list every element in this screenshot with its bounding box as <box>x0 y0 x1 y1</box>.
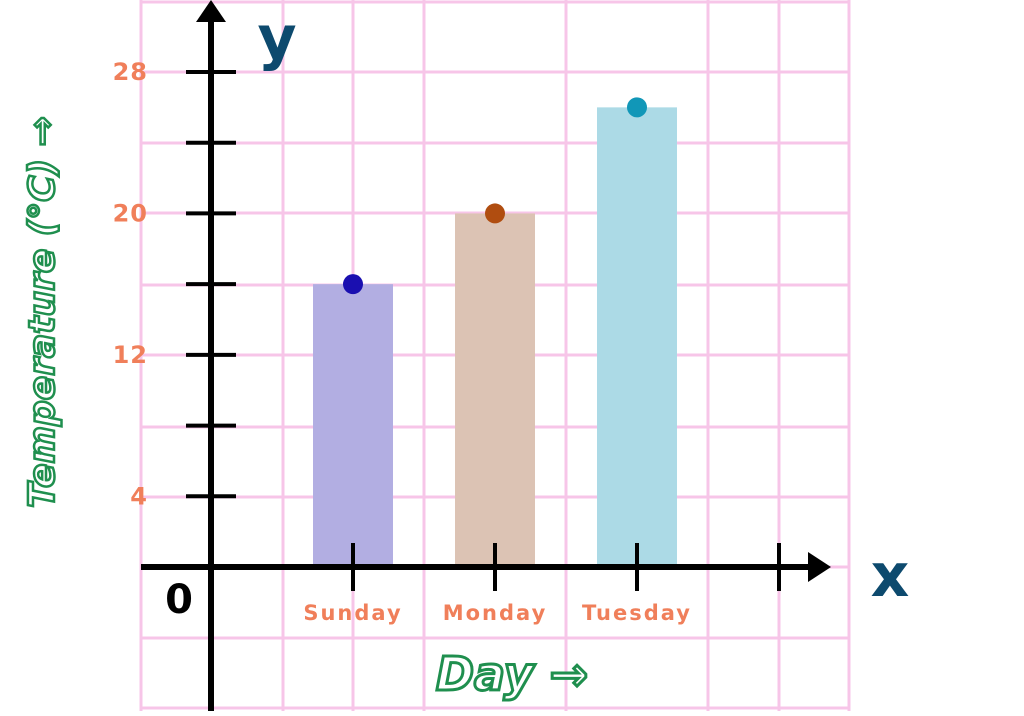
bar-tuesday <box>597 107 677 567</box>
x-axis-title: Day → <box>436 647 588 701</box>
origin-label: 0 <box>165 577 193 623</box>
y-tick-label: 4 <box>130 482 148 510</box>
x-ticks: Sunday Monday Tuesday <box>303 543 781 625</box>
y-axis-title: Temperature (°C) → <box>22 116 63 508</box>
x-axis-letter: x <box>871 541 910 611</box>
y-axis-letter: y <box>257 3 296 73</box>
y-tick-label: 28 <box>113 58 148 86</box>
bars <box>313 107 677 567</box>
labels: y x 0 Day → Temperature (°C) → <box>21 3 910 703</box>
axes <box>141 0 831 711</box>
data-point-sunday <box>343 274 363 295</box>
x-tick-label: Monday <box>443 601 548 625</box>
y-axis-arrow-icon <box>196 0 226 22</box>
bar-sunday <box>313 284 393 567</box>
y-tick-label: 12 <box>113 341 148 369</box>
data-point-monday <box>485 203 505 224</box>
y-ticks: 4 12 20 28 <box>113 58 236 510</box>
x-tick-label: Tuesday <box>582 601 692 625</box>
x-axis-arrow-icon <box>808 552 831 582</box>
points <box>343 97 647 295</box>
y-tick-label: 20 <box>113 199 148 227</box>
bar-monday <box>455 213 535 567</box>
x-tick-label: Sunday <box>303 601 402 625</box>
data-point-tuesday <box>627 97 647 118</box>
